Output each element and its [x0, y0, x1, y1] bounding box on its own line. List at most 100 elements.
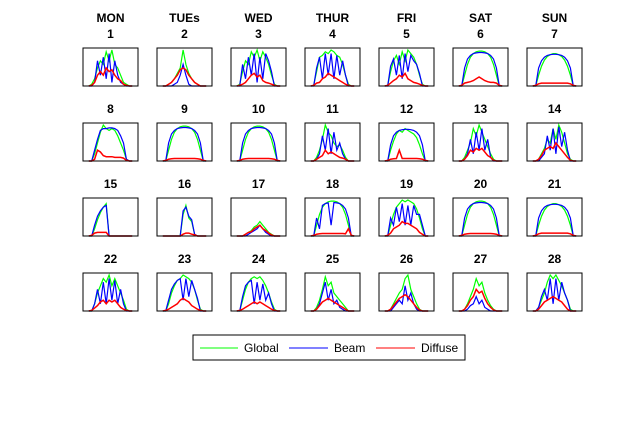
- day-number: 1: [107, 27, 114, 41]
- day-panel-26: 26: [378, 252, 435, 312]
- diffuse-series-line: [310, 227, 355, 237]
- axes-box: [452, 47, 509, 87]
- day-number: 27: [474, 252, 488, 266]
- day-panel-21: 21: [526, 177, 583, 237]
- day-number: 20: [474, 177, 488, 191]
- day-number: 11: [326, 102, 339, 116]
- legend-label-diffuse: Diffuse: [421, 341, 458, 355]
- weekday-label: MON: [97, 11, 125, 25]
- diffuse-series-line: [532, 232, 577, 237]
- day-number: 23: [178, 252, 192, 266]
- diffuse-series-line: [532, 82, 577, 87]
- day-number: 18: [326, 177, 340, 191]
- day-number: 9: [181, 102, 188, 116]
- day-panel-9: 9: [156, 102, 213, 162]
- axes-box: [82, 272, 139, 312]
- axes-box: [230, 47, 287, 87]
- day-number: 4: [329, 27, 336, 41]
- beam-series-line: [236, 53, 281, 87]
- day-panel-6: SAT 6: [452, 11, 509, 87]
- beam-series-line: [162, 62, 207, 87]
- diffuse-series-line: [384, 147, 429, 162]
- diffuse-series-line: [236, 224, 281, 237]
- diffuse-series-line: [384, 293, 429, 312]
- day-panel-22: 22: [82, 252, 139, 312]
- global-series-line: [162, 125, 207, 162]
- diffuse-series-line: [88, 299, 133, 312]
- global-series-line: [236, 125, 281, 162]
- day-number: 6: [477, 27, 484, 41]
- diffuse-series-line: [236, 301, 281, 312]
- axes-box: [230, 197, 287, 237]
- global-series-line: [310, 200, 355, 237]
- diffuse-series-line: [162, 67, 207, 87]
- axes-box: [304, 272, 361, 312]
- global-series-line: [162, 203, 207, 237]
- axes-box: [452, 272, 509, 312]
- axes-box: [304, 197, 361, 237]
- beam-series-line: [88, 278, 133, 312]
- day-number: 16: [178, 177, 192, 191]
- day-panel-23: 23: [156, 252, 213, 312]
- day-number: 10: [252, 102, 266, 116]
- day-panel-1: MON 1: [82, 11, 139, 87]
- day-panel-8: 8: [82, 102, 139, 162]
- day-number: 24: [252, 252, 266, 266]
- day-panels: MON 1 TUEs 2 WED 3 THUR 4 FRI 5 SAT 6 SUN 7 8 9 10 11 12 13…: [82, 11, 583, 312]
- day-number: 22: [104, 252, 118, 266]
- global-series-line: [236, 220, 281, 237]
- axes-box: [526, 47, 583, 87]
- day-number: 2: [181, 27, 188, 41]
- diffuse-series-line: [384, 220, 429, 237]
- diffuse-series-line: [236, 157, 281, 162]
- day-number: 25: [326, 252, 340, 266]
- diffuse-series-line: [88, 231, 133, 237]
- weekday-label: SUN: [542, 11, 567, 25]
- day-number: 12: [400, 102, 414, 116]
- axes-box: [452, 122, 509, 162]
- beam-series-line: [162, 126, 207, 162]
- beam-series-line: [162, 277, 207, 312]
- legend: Global Beam Diffuse: [192, 334, 466, 361]
- diffuse-series-line: [384, 72, 429, 87]
- axes-box: [452, 197, 509, 237]
- axes-box: [156, 47, 213, 87]
- beam-series-line: [88, 127, 133, 162]
- axes-box: [156, 197, 213, 237]
- diffuse-series-line: [532, 141, 577, 162]
- axes-box: [230, 272, 287, 312]
- day-number: 5: [403, 27, 410, 41]
- axes-box: [156, 122, 213, 162]
- day-panel-10: 10: [230, 102, 287, 162]
- diffuse-series-line: [310, 72, 355, 87]
- axes-box: [304, 122, 361, 162]
- beam-series-line: [310, 53, 355, 87]
- global-series-line: [236, 276, 281, 312]
- global-series-line: [458, 50, 503, 87]
- axes-box: [156, 272, 213, 312]
- diffuse-series-line: [532, 295, 577, 312]
- day-number: 8: [107, 102, 114, 116]
- axes-box: [230, 122, 287, 162]
- day-number: 13: [474, 102, 488, 116]
- global-series-line: [532, 52, 577, 87]
- axes-box: [304, 47, 361, 87]
- day-panel-13: 13: [452, 102, 509, 162]
- day-panel-15: 15: [82, 177, 139, 237]
- weekday-label: SAT: [469, 11, 493, 25]
- day-panel-18: 18: [304, 177, 361, 237]
- legend-label-beam: Beam: [334, 341, 365, 355]
- global-series-line: [458, 276, 503, 312]
- day-panel-28: 28: [526, 252, 583, 312]
- beam-series-line: [88, 204, 133, 237]
- beam-series-line: [532, 126, 577, 162]
- global-series-line: [532, 203, 577, 237]
- diffuse-series-line: [162, 157, 207, 162]
- beam-series-line: [384, 203, 429, 237]
- beam-series-line: [384, 53, 429, 87]
- legend-label-global: Global: [244, 341, 279, 355]
- day-number: 17: [252, 177, 266, 191]
- beam-series-line: [458, 201, 503, 237]
- diffuse-series-line: [310, 148, 355, 162]
- day-panel-14: 14: [526, 102, 583, 162]
